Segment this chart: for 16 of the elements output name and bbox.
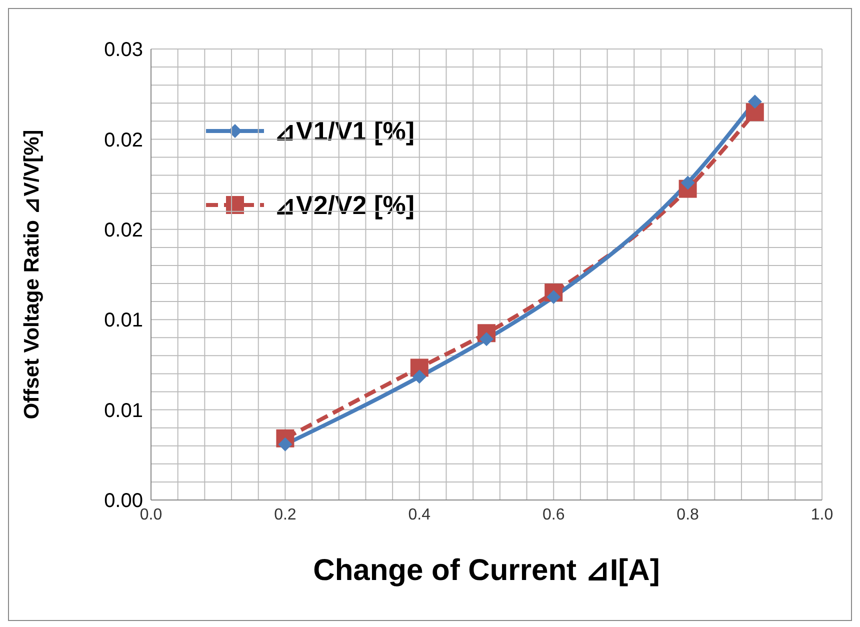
y-tick-label: 0.02 bbox=[104, 220, 143, 242]
legend-label: ⊿V2/V2 [%] bbox=[274, 190, 414, 220]
y-tick-label: 0.01 bbox=[104, 310, 143, 332]
x-tick-label: 0.0 bbox=[140, 506, 162, 524]
x-tick-label: 0.6 bbox=[542, 506, 565, 524]
x-tick-label: 0.4 bbox=[408, 506, 431, 524]
y-axis-title: Offset Voltage Ratio ⊿V/V[%] bbox=[20, 130, 44, 420]
point bbox=[748, 94, 762, 109]
x-axis-title: Change of Current ⊿I[A] bbox=[313, 554, 660, 587]
y-tick-label: 0.01 bbox=[104, 400, 143, 422]
x-tick-label: 0.8 bbox=[676, 506, 700, 524]
x-tick-label: 0.2 bbox=[274, 506, 296, 524]
point bbox=[412, 370, 426, 384]
x-tick-label: 1.0 bbox=[810, 506, 834, 524]
y-tick-label: 0.03 bbox=[104, 39, 143, 62]
y-tick-label: 0.02 bbox=[104, 129, 143, 152]
